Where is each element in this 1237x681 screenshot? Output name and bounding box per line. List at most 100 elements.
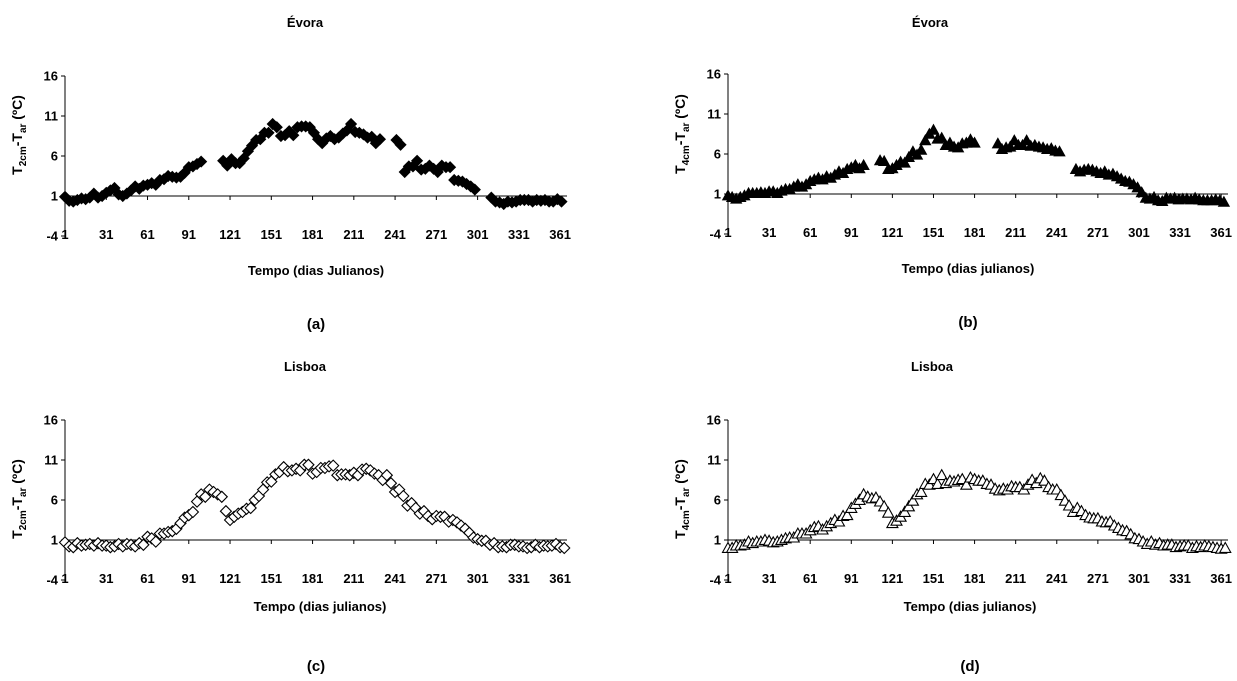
x-tick-label: 151 [260,571,282,586]
x-tick-label: 61 [803,225,817,240]
y-tick-label: 1 [714,533,721,548]
data-point [877,154,891,166]
x-tick-label: 211 [343,571,364,586]
x-tick-label: 121 [882,571,904,586]
y-tick-label: 16 [44,69,58,84]
y-tick-label: 1 [51,189,58,204]
x-tick-label: 31 [99,571,113,586]
x-axis-label: Tempo (dias julianos) [254,599,387,614]
x-tick-label: 271 [1087,225,1109,240]
data-point [927,123,940,135]
data-point [898,156,911,168]
x-tick-label: 151 [260,227,282,242]
y-tick-label: -4 [709,227,721,242]
x-tick-label: 301 [467,571,489,586]
data-point [397,489,410,503]
x-axis-label: Tempo (dias julianos) [902,261,1035,276]
x-tick-label: 241 [384,571,406,586]
data-point [373,133,387,146]
x-tick-label: 121 [219,227,241,242]
data-point [244,501,257,515]
x-tick-label: 61 [140,227,154,242]
y-tick-label: 11 [44,453,58,468]
y-tick-label: -4 [709,573,721,588]
data-point [262,126,275,139]
y-tick-label: 6 [714,147,721,162]
data-point [149,535,163,548]
data-point [557,541,571,555]
x-tick-label: 181 [964,571,986,586]
panel-caption: (b) [958,314,977,331]
data-point [1038,474,1051,486]
data-point [137,538,150,552]
panel-caption: (d) [960,658,979,675]
data-point [302,458,315,472]
y-tick-label: 1 [714,187,721,202]
x-tick-label: 1 [724,225,731,240]
x-tick-label: 31 [99,227,113,242]
data-point [906,494,920,506]
x-tick-label: 301 [1128,225,1150,240]
data-point [1062,498,1076,511]
x-tick-label: 211 [1005,571,1026,586]
x-tick-label: 361 [1210,225,1232,240]
data-point [914,143,928,155]
data-point [935,468,949,481]
x-tick-label: 331 [1169,225,1191,240]
y-tick-label: 6 [714,493,721,508]
x-tick-label: 271 [425,571,447,586]
y-tick-label: 11 [707,453,721,468]
x-tick-label: 331 [508,571,530,586]
x-tick-label: 91 [182,571,196,586]
data-point [468,183,481,196]
data-point [219,504,233,518]
chart-title: Lisboa [284,359,327,374]
x-tick-label: 151 [923,225,945,240]
x-tick-label: 361 [1210,571,1232,586]
x-tick-label: 121 [882,225,904,240]
data-point [914,485,928,497]
data-point [345,117,358,131]
data-point [935,131,948,143]
data-point [411,154,424,167]
data-point [857,158,870,170]
data-point [394,138,407,151]
y-tick-label: 6 [51,493,58,508]
x-tick-label: 1 [724,571,731,586]
data-point [898,505,912,517]
data-point [1053,145,1066,157]
data-point [931,477,945,489]
y-tick-label: 1 [51,533,58,548]
x-tick-label: 31 [762,225,776,240]
x-tick-label: 1 [61,571,68,586]
data-point [384,476,398,490]
x-tick-label: 361 [549,571,571,586]
x-tick-label: 31 [762,571,776,586]
x-tick-label: 241 [1046,571,1068,586]
x-tick-label: 181 [302,227,324,242]
data-point [919,134,932,146]
x-tick-label: 91 [844,571,858,586]
x-tick-label: 1 [61,227,68,242]
data-point [380,468,394,482]
y-tick-label: 11 [707,107,721,122]
y-axis-label: T4cm-Tar (ºC) [672,94,692,174]
data-point [853,493,866,505]
chart-title: Évora [912,15,949,30]
data-point [215,490,229,504]
data-point [1218,541,1232,553]
x-tick-label: 241 [384,227,406,242]
x-tick-label: 121 [219,571,241,586]
chart-title: Lisboa [911,359,954,374]
y-tick-label: -4 [46,573,58,588]
data-point [832,514,846,527]
x-tick-label: 361 [549,227,571,242]
y-tick-label: 16 [707,67,721,82]
x-tick-label: 91 [844,225,858,240]
data-point [881,506,895,518]
